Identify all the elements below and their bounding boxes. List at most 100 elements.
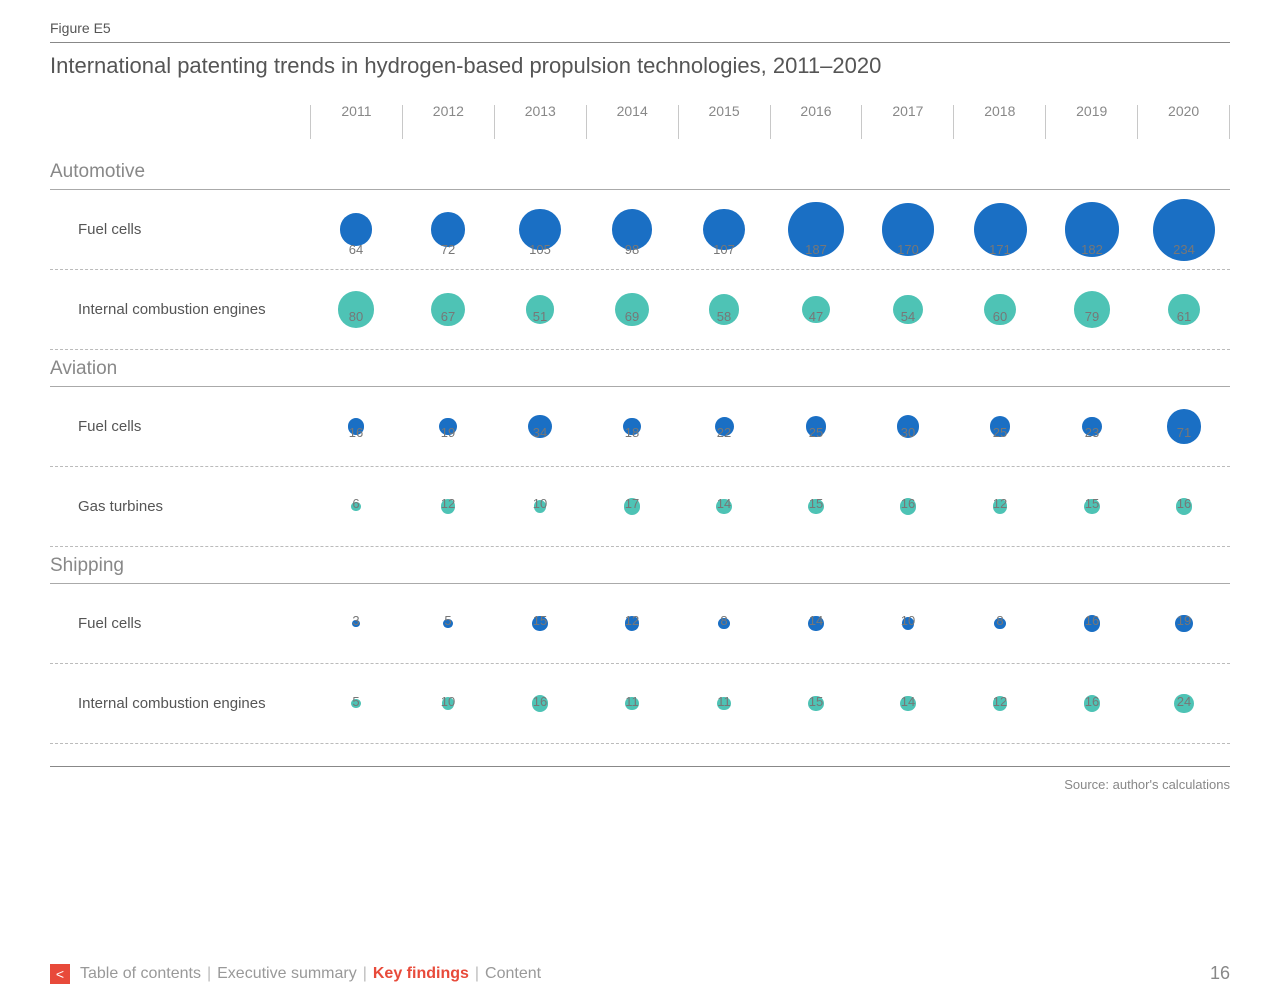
data-cell: 79 bbox=[1046, 291, 1138, 327]
bottom-rule bbox=[50, 766, 1230, 767]
year-header-cell: 2014 bbox=[586, 105, 678, 139]
cell-value: 22 bbox=[717, 425, 731, 440]
data-cell: 5 bbox=[402, 615, 494, 633]
data-cell: 10 bbox=[494, 498, 586, 515]
row-label: Gas turbines bbox=[50, 498, 310, 515]
cell-value: 3 bbox=[352, 613, 359, 628]
cell-value: 30 bbox=[901, 425, 915, 440]
row-label: Fuel cells bbox=[50, 221, 310, 238]
data-cell: 16 bbox=[862, 498, 954, 515]
cell-value: 16 bbox=[349, 425, 363, 440]
cell-value: 67 bbox=[441, 309, 455, 324]
year-header-cell: 2012 bbox=[402, 105, 494, 139]
cell-value: 182 bbox=[1081, 242, 1103, 257]
data-cell: 5 bbox=[310, 694, 402, 714]
cell-value: 15 bbox=[533, 613, 547, 628]
row-label: Fuel cells bbox=[50, 615, 310, 632]
nav-back-icon[interactable]: < bbox=[50, 964, 70, 984]
data-cell: 71 bbox=[1138, 409, 1230, 443]
data-cell: 16 bbox=[494, 694, 586, 714]
cell-value: 171 bbox=[989, 242, 1011, 257]
cell-value: 58 bbox=[717, 309, 731, 324]
cell-value: 69 bbox=[625, 309, 639, 324]
data-row: Fuel cells647210598107187170171182234 bbox=[50, 190, 1230, 270]
data-cell: 170 bbox=[862, 199, 954, 261]
cell-value: 19 bbox=[441, 425, 455, 440]
data-cell: 182 bbox=[1046, 199, 1138, 261]
cell-value: 14 bbox=[809, 613, 823, 628]
cell-value: 8 bbox=[996, 613, 1003, 628]
row-label: Internal combustion engines bbox=[50, 301, 310, 318]
cell-value: 10 bbox=[901, 613, 915, 628]
data-cell: 234 bbox=[1138, 199, 1230, 261]
data-cell: 67 bbox=[402, 291, 494, 327]
data-cell: 14 bbox=[862, 694, 954, 714]
data-cell: 15 bbox=[494, 615, 586, 633]
cell-value: 16 bbox=[1085, 694, 1099, 709]
data-cell: 105 bbox=[494, 199, 586, 261]
cell-value: 61 bbox=[1177, 309, 1191, 324]
cell-value: 15 bbox=[809, 496, 823, 511]
data-cell: 34 bbox=[494, 409, 586, 443]
cell-value: 15 bbox=[809, 694, 823, 709]
cell-value: 6 bbox=[352, 496, 359, 511]
data-cell: 60 bbox=[954, 291, 1046, 327]
data-cell: 12 bbox=[402, 498, 494, 515]
year-header-cell: 2016 bbox=[770, 105, 862, 139]
data-cell: 25 bbox=[954, 409, 1046, 443]
data-cell: 54 bbox=[862, 291, 954, 327]
data-cell: 64 bbox=[310, 199, 402, 261]
cell-value: 11 bbox=[717, 694, 731, 709]
cell-value: 19 bbox=[1177, 613, 1191, 628]
year-header-cell: 2020 bbox=[1137, 105, 1230, 139]
cell-value: 80 bbox=[349, 309, 363, 324]
bubble-chart: 2011201220132014201520162017201820192020… bbox=[50, 99, 1230, 744]
figure-label: Figure E5 bbox=[50, 20, 1230, 36]
nav-item[interactable]: Content bbox=[485, 965, 541, 982]
data-cell: 19 bbox=[1138, 615, 1230, 633]
cell-value: 12 bbox=[993, 496, 1007, 511]
cell-value: 64 bbox=[349, 242, 363, 257]
data-cell: 10 bbox=[402, 694, 494, 714]
data-row: Gas turbines6121017141516121516 bbox=[50, 467, 1230, 547]
data-cell: 19 bbox=[402, 409, 494, 443]
cell-value: 79 bbox=[1085, 309, 1099, 324]
data-cell: 11 bbox=[586, 694, 678, 714]
cell-value: 16 bbox=[1085, 613, 1099, 628]
nav-item[interactable]: Table of contents bbox=[80, 965, 201, 982]
data-cell: 80 bbox=[310, 291, 402, 327]
cell-value: 34 bbox=[533, 425, 547, 440]
footer-nav: < Table of contents|Executive summary|Ke… bbox=[50, 963, 1230, 984]
cell-value: 16 bbox=[1177, 496, 1191, 511]
data-cell: 18 bbox=[586, 409, 678, 443]
cell-value: 5 bbox=[352, 694, 359, 709]
data-cell: 171 bbox=[954, 199, 1046, 261]
data-cell: 69 bbox=[586, 291, 678, 327]
data-cell: 107 bbox=[678, 199, 770, 261]
data-cell: 12 bbox=[954, 694, 1046, 714]
year-header-cell: 2015 bbox=[678, 105, 770, 139]
data-cell: 12 bbox=[954, 498, 1046, 515]
year-header-cell: 2013 bbox=[494, 105, 586, 139]
data-row: Internal combustion engines8067516958475… bbox=[50, 270, 1230, 350]
section-header: Aviation bbox=[50, 350, 1230, 387]
data-cell: 15 bbox=[1046, 498, 1138, 515]
nav-separator: | bbox=[207, 965, 211, 982]
cell-value: 54 bbox=[901, 309, 915, 324]
data-cell: 24 bbox=[1138, 694, 1230, 714]
nav-item[interactable]: Key findings bbox=[373, 965, 469, 982]
data-cell: 51 bbox=[494, 291, 586, 327]
cell-value: 105 bbox=[529, 242, 551, 257]
cell-value: 234 bbox=[1173, 242, 1195, 257]
data-cell: 8 bbox=[678, 615, 770, 633]
nav-item[interactable]: Executive summary bbox=[217, 965, 357, 982]
page-number: 16 bbox=[1210, 963, 1230, 984]
cell-value: 23 bbox=[1085, 425, 1099, 440]
data-cell: 30 bbox=[862, 409, 954, 443]
data-cell: 6 bbox=[310, 498, 402, 515]
data-cell: 23 bbox=[1046, 409, 1138, 443]
cell-value: 98 bbox=[625, 242, 639, 257]
data-cell: 3 bbox=[310, 615, 402, 633]
data-cell: 16 bbox=[310, 409, 402, 443]
cell-value: 8 bbox=[720, 613, 727, 628]
